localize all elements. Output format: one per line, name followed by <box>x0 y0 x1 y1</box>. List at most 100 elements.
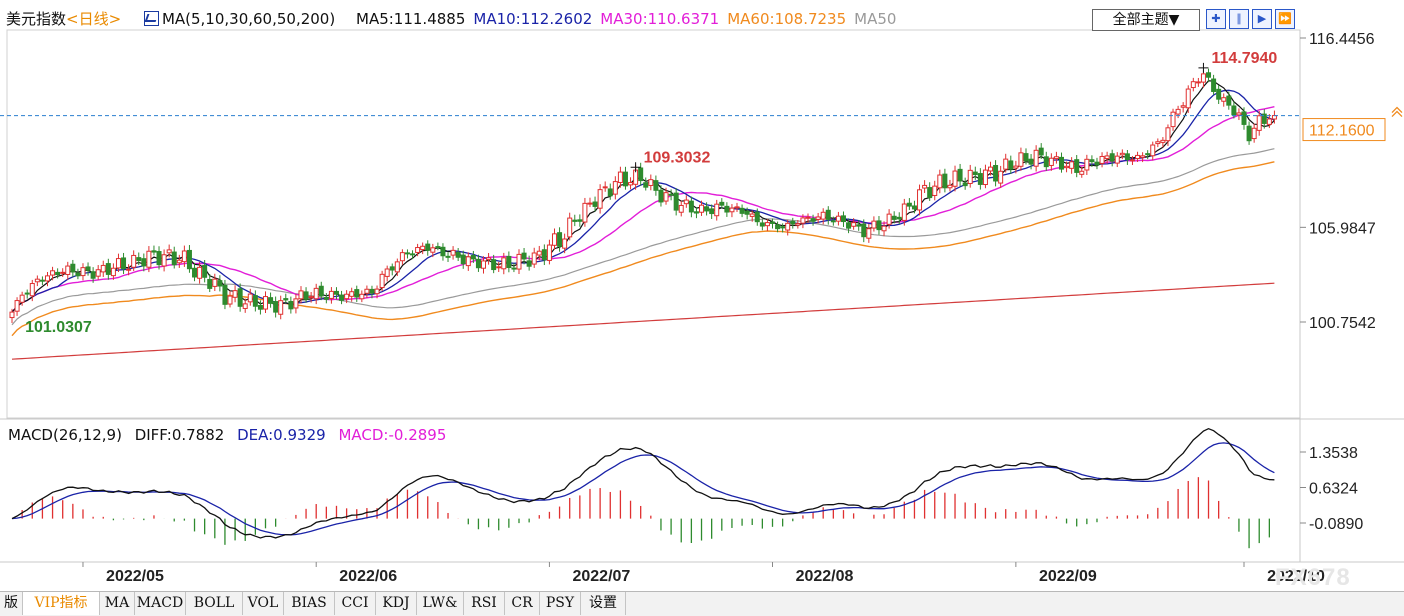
tab-7[interactable]: CCI <box>335 592 376 615</box>
candle-body <box>993 165 999 182</box>
candle-body <box>263 296 268 310</box>
candle-body <box>1190 81 1196 89</box>
candle-body <box>567 217 573 238</box>
candle-body <box>876 220 882 231</box>
ma-value-ma10: MA10:112.2602 <box>473 10 593 28</box>
candle-body <box>257 305 263 310</box>
tab-5[interactable]: VOL <box>243 592 284 615</box>
candle-body <box>60 271 66 274</box>
tab-3[interactable]: MACD <box>135 592 186 615</box>
tab-11[interactable]: CR <box>505 592 540 615</box>
candle-body <box>592 201 598 207</box>
tab-0[interactable]: 版 <box>0 592 23 615</box>
tab-1[interactable]: VIP指标 <box>23 592 100 615</box>
x-tick-label-2: 2022/07 <box>572 568 630 585</box>
candle-body <box>420 245 426 251</box>
period-selector[interactable]: <日线> <box>66 10 122 28</box>
current-price-label: 112.1600 <box>1309 123 1375 140</box>
y-tick-label-2: 100.7542 <box>1309 315 1376 332</box>
tab-9[interactable]: LW& <box>417 592 464 615</box>
candle-body <box>1155 141 1161 145</box>
dea-line <box>11 442 1275 536</box>
candle-body <box>450 249 456 256</box>
candle-body <box>861 223 867 238</box>
candle-body <box>39 279 45 282</box>
candle-body <box>126 268 132 271</box>
candle-body <box>617 171 623 183</box>
candle-body <box>298 290 304 300</box>
tab-13[interactable]: 设置 <box>581 592 626 615</box>
candle-body <box>800 217 806 224</box>
candle-body <box>1043 156 1049 168</box>
candle-body <box>871 220 877 229</box>
candle-body <box>754 211 760 223</box>
candle-body <box>795 223 801 226</box>
candle-body <box>1226 95 1232 106</box>
candle-body <box>744 210 750 215</box>
candle-body <box>622 171 628 187</box>
candle-body <box>749 213 755 217</box>
candle-body <box>440 246 446 257</box>
candle-body <box>1008 160 1014 170</box>
tab-2[interactable]: MA <box>100 592 135 615</box>
candle-body <box>764 222 770 227</box>
tab-8[interactable]: KDJ <box>376 592 417 615</box>
candle-body <box>333 290 339 295</box>
candle-body <box>582 202 588 223</box>
candle-body <box>521 252 527 260</box>
fast-forward-icon[interactable]: ⏩ <box>1275 9 1295 29</box>
y-tick-label-1: 105.9847 <box>1309 220 1376 237</box>
ma-value-ma5: MA5:111.4885 <box>356 10 466 28</box>
indicator-tabs: 版 VIP指标 MA MACD BOLL VOL BIAS CCI KDJ LW& RSI CR PSY… <box>0 591 1404 616</box>
candle-body <box>1140 155 1146 158</box>
candle-body <box>344 293 350 300</box>
candle-body <box>638 167 644 182</box>
candle-body <box>303 291 309 300</box>
candle-body <box>1236 112 1242 116</box>
tab-6[interactable]: BIAS <box>284 592 335 615</box>
bars-icon[interactable]: ∥ <box>1229 9 1249 29</box>
candle-body <box>141 258 147 267</box>
candle-body <box>1211 78 1217 92</box>
ma10-line <box>11 89 1275 313</box>
candle-body <box>1221 97 1227 102</box>
candle-body <box>14 300 20 312</box>
candle-body <box>1206 72 1212 78</box>
candle-body <box>506 255 512 269</box>
candle-body <box>541 249 547 261</box>
tab-12[interactable]: PSY <box>540 592 581 615</box>
theme-dropdown[interactable]: 全部主题▼ <box>1092 9 1200 31</box>
y-tick-label-0: 116.4456 <box>1309 31 1375 48</box>
tab-4[interactable]: BOLL <box>186 592 243 615</box>
candle-body <box>70 263 76 273</box>
current-price-box <box>1302 118 1386 142</box>
candle-body <box>501 257 507 270</box>
candle-body <box>1013 165 1019 169</box>
tab-10[interactable]: RSI <box>464 592 505 615</box>
candle-body <box>734 206 740 209</box>
play-icon[interactable]: ▶ <box>1252 9 1272 29</box>
candle-body <box>425 243 431 251</box>
candle-body <box>146 250 152 268</box>
candle-body <box>359 293 365 300</box>
candle-body <box>1124 153 1130 161</box>
candle-body <box>775 224 781 230</box>
plus-grid-icon[interactable]: ✚ <box>1206 9 1226 29</box>
candle-body <box>927 187 933 199</box>
candle-body <box>1109 153 1115 162</box>
ma-chart-icon[interactable] <box>143 11 159 26</box>
candle-body <box>759 222 765 227</box>
candle-body <box>1053 156 1059 160</box>
candle-body <box>364 288 370 294</box>
candle-body <box>683 199 689 205</box>
candle-body <box>273 301 279 313</box>
candle-body <box>339 294 345 301</box>
candle-body <box>227 295 233 305</box>
candle-body <box>719 201 725 206</box>
candle-body <box>470 255 476 260</box>
candle-body <box>435 246 441 249</box>
candle-body <box>536 250 542 256</box>
candle-body <box>115 258 121 269</box>
candle-body <box>977 173 983 185</box>
candle-body <box>1180 105 1186 108</box>
